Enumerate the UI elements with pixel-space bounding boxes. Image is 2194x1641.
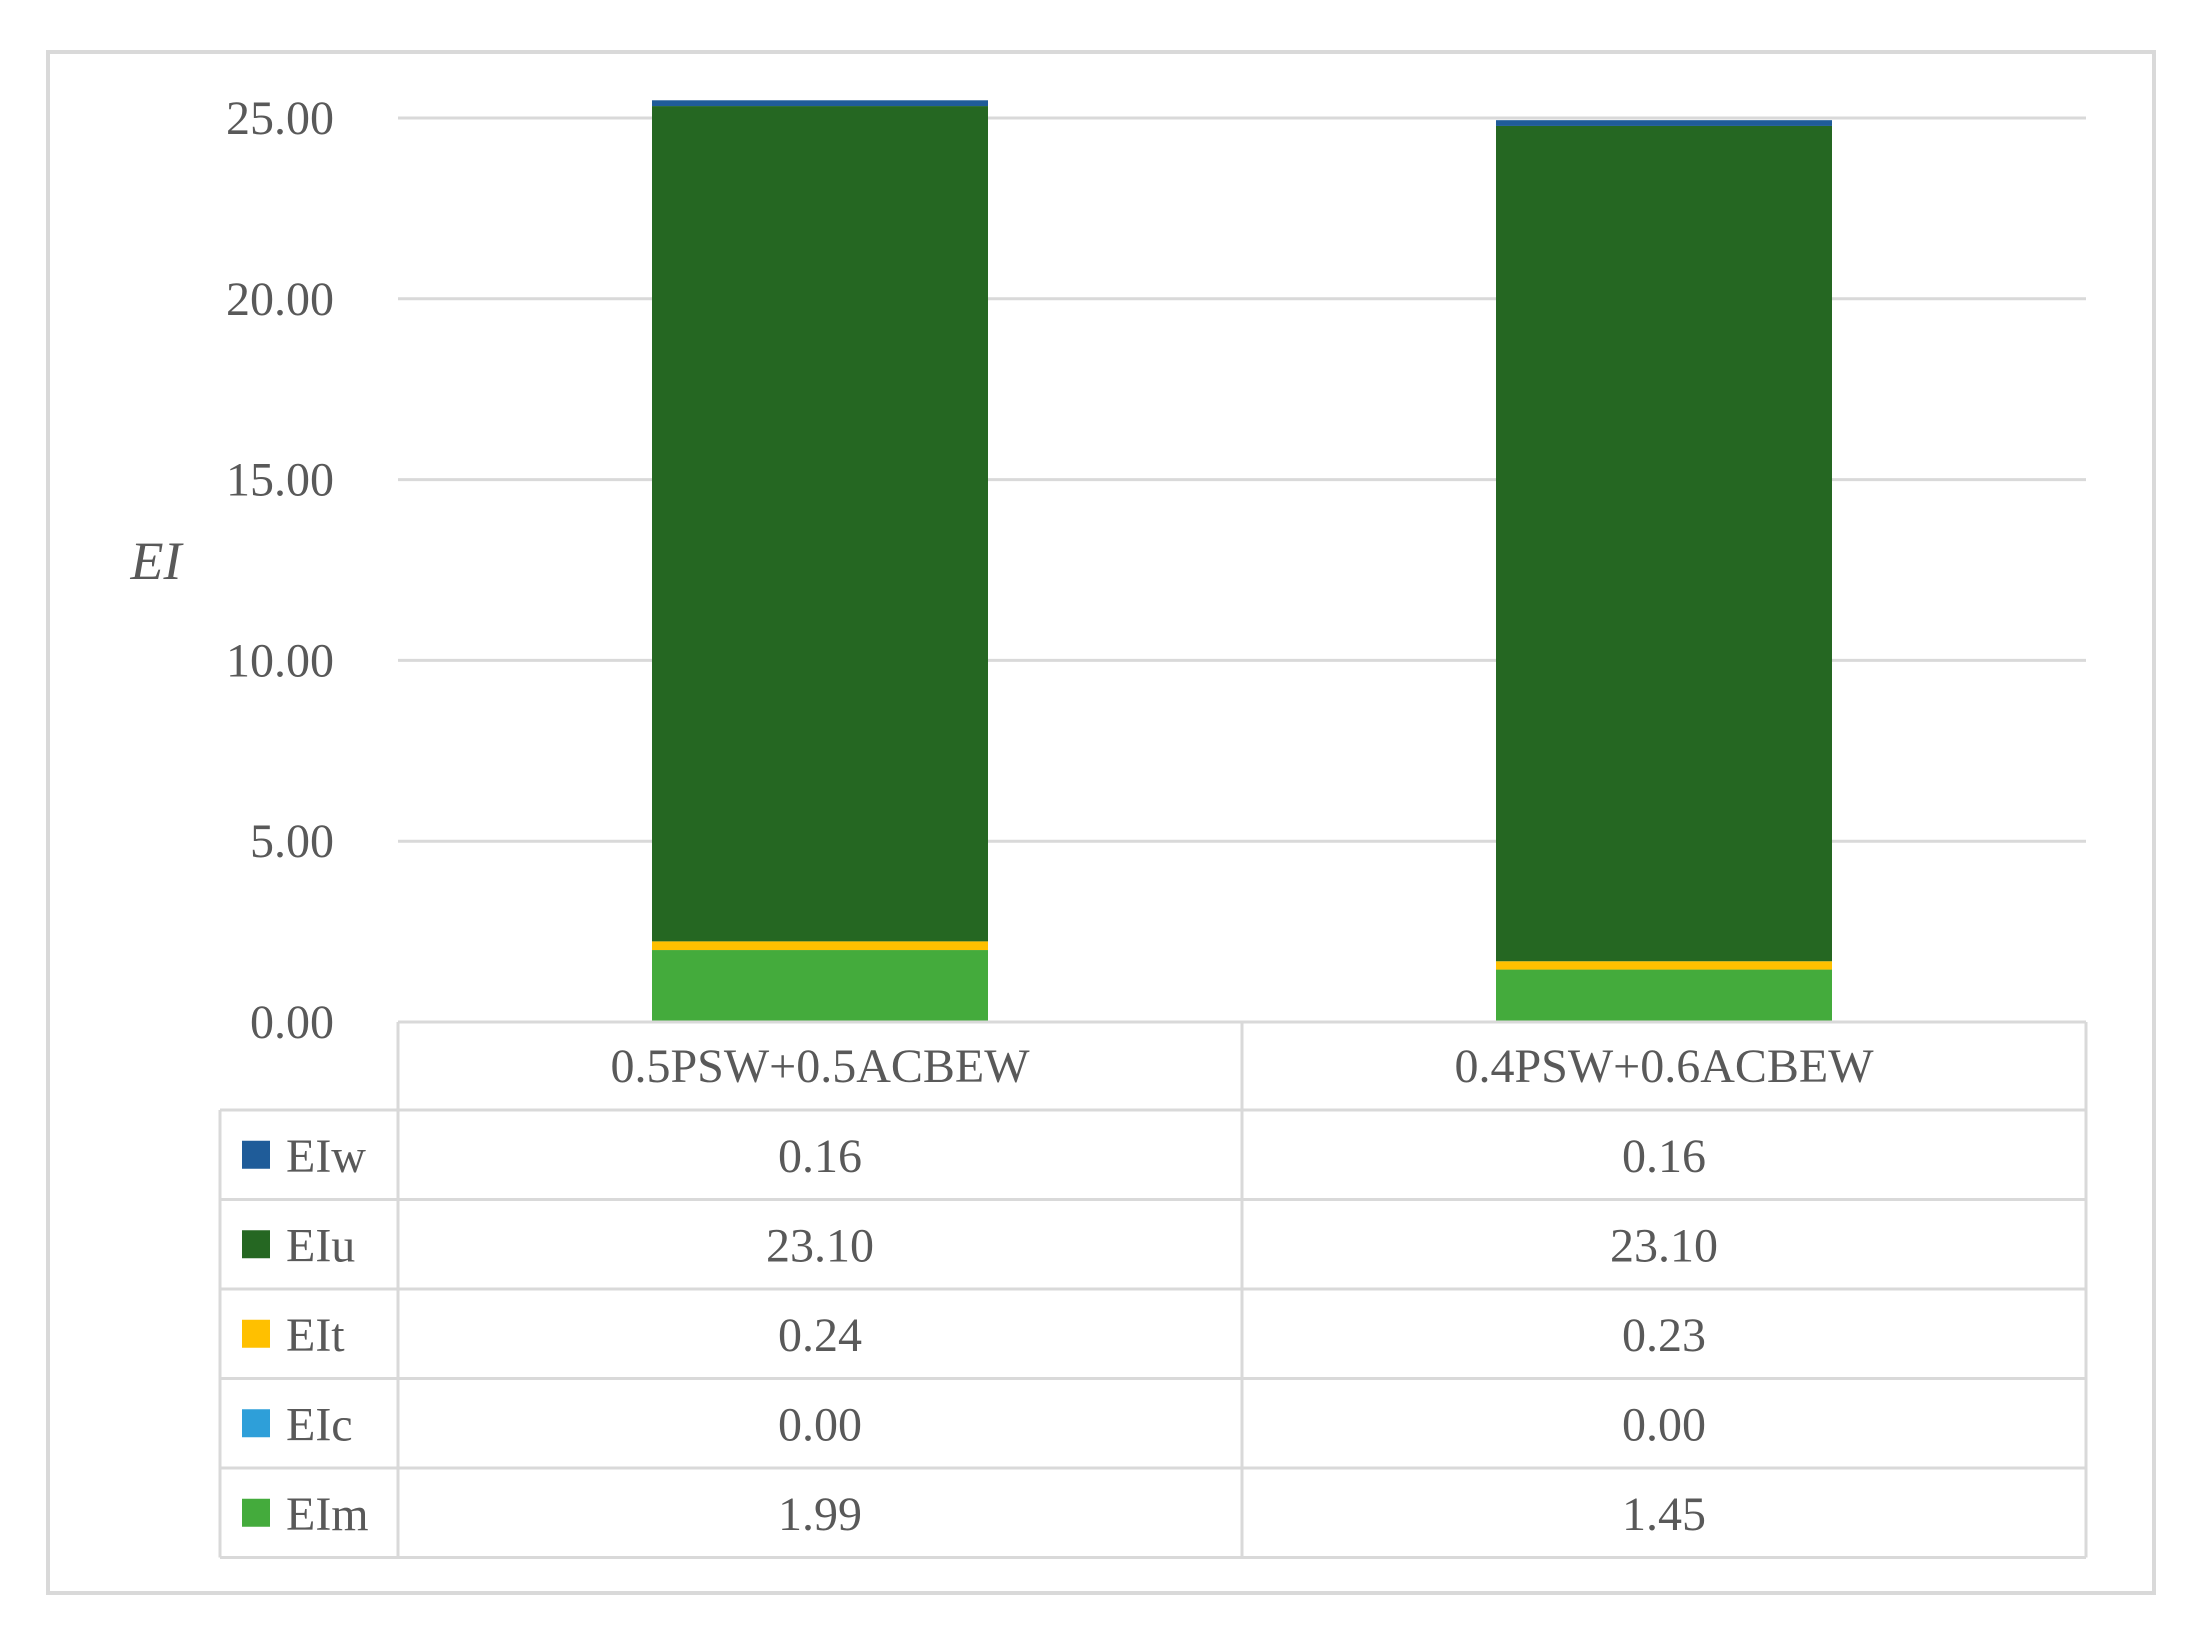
data-label: 23.10 [766,1219,874,1272]
data-label: 1.45 [1622,1488,1706,1541]
category-label: 0.4PSW+0.6ACBEW [1454,1040,1874,1093]
legend-label: EIu [286,1219,355,1272]
data-label: 0.00 [1622,1398,1706,1451]
bar-segment-eiu [652,106,988,942]
legend-label: EIw [286,1130,366,1183]
data-label: 0.16 [1622,1130,1706,1183]
y-axis-title: EI [130,531,185,591]
bar-segment-eit [1496,961,1832,970]
data-label: 0.16 [778,1130,862,1183]
y-tick-label: 10.00 [226,634,334,687]
y-tick-label: 25.00 [226,92,334,145]
y-tick-label: 20.00 [226,273,334,326]
bar-segment-eim [1496,969,1832,1022]
legend-label: EIc [286,1398,353,1451]
chart-frame: 0.00 5.00 10.00 15.00 20.00 25.00 EI 0.5PSW+0… [46,50,2156,1595]
y-axis-tick-labels: 0.00 5.00 10.00 15.00 20.00 25.00 [226,92,334,1049]
y-tick-label: 5.00 [250,815,334,868]
bar-segment-eiu [1496,125,1832,962]
y-tick-label: 15.00 [226,454,334,507]
legend-swatch-eiw [242,1140,270,1169]
legend-label: EIt [286,1309,345,1362]
category-label: 0.5PSW+0.5ACBEW [610,1040,1030,1093]
bars [652,100,1832,1022]
data-table: 0.5PSW+0.5ACBEW 0.4PSW+0.6ACBEW EIw 0.16 0.1… [218,1020,2088,1559]
legend-label: EIm [286,1488,369,1541]
data-label: 23.10 [1610,1219,1718,1272]
stacked-bar-chart: 0.00 5.00 10.00 15.00 20.00 25.00 EI 0.5PSW+0… [130,92,2088,1559]
bar-segment-eiw [1496,120,1832,126]
legend-swatch-eiu [242,1230,270,1259]
y-tick-label: 0.00 [250,996,334,1049]
legend-swatch-eit [242,1319,270,1348]
bar-segment-eiw [652,100,988,107]
data-label: 0.23 [1622,1309,1706,1362]
bar-segment-eim [652,950,988,1022]
data-label: 1.99 [778,1488,862,1541]
legend-swatch-eim [242,1498,270,1527]
gridlines [398,116,2086,843]
data-label: 0.24 [778,1309,862,1362]
bar-segment-eit [652,941,988,951]
legend-swatch-eic [242,1409,270,1438]
data-label: 0.00 [778,1398,862,1451]
